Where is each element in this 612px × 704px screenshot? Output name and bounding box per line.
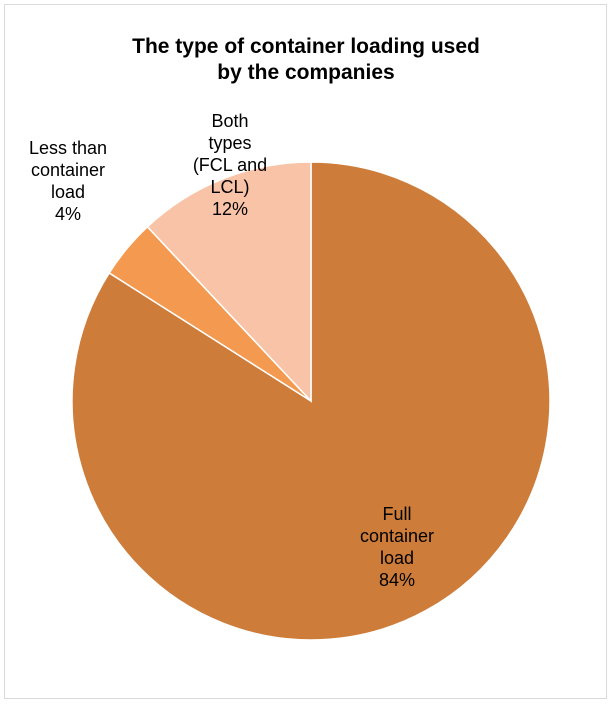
slice-category-label-0: load <box>380 548 414 568</box>
slice-category-label-1: container <box>31 160 105 180</box>
chart-title-line-2: by the companies <box>217 61 395 84</box>
slice-category-label-2: types <box>208 133 251 153</box>
slice-category-label-1: Less than <box>29 138 107 158</box>
slice-value-label-1: 4% <box>55 204 81 224</box>
chart-title-line-1: The type of container loading used <box>132 35 480 58</box>
chart-title: The type of container loading used by th… <box>0 34 612 86</box>
pie-labels: Full container load 84%Less than container lo… <box>29 111 434 590</box>
slice-category-label-2: Both <box>211 111 248 131</box>
slice-category-label-0: container <box>360 526 434 546</box>
slice-value-label-0: 84% <box>379 570 415 590</box>
slice-value-label-2: 12% <box>212 199 248 219</box>
slice-category-label-0: Full <box>382 504 411 524</box>
slice-category-label-2: (FCL and <box>193 155 267 175</box>
pie-slices <box>71 161 551 641</box>
slice-label-0: Full container load 84% <box>360 504 434 590</box>
slice-category-label-1: load <box>51 182 85 202</box>
pie-slice-2 <box>146 161 312 403</box>
slice-label-2: Both types (FCL and LCL) 12% <box>193 111 267 219</box>
slice-label-1: Less than container load 4% <box>29 138 107 224</box>
slice-category-label-2: LCL) <box>210 177 249 197</box>
